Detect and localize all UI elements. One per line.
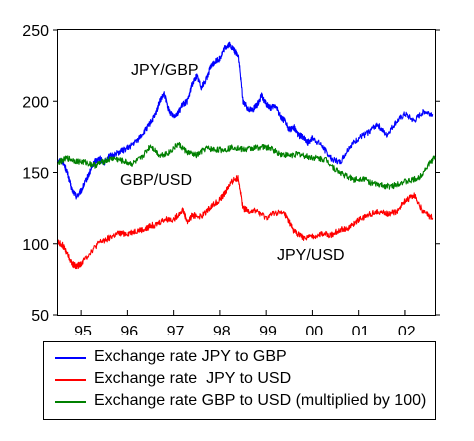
series-label-gbp-usd: GBP/USD [120, 172, 192, 189]
x-axis: 95 96 97 98 99 00 01 02 [74, 310, 416, 335]
legend-label-jpy-usd: Exchange rate JPY to USD [94, 370, 292, 387]
x-tick-label: 00 [305, 324, 323, 335]
x-tick-label: 97 [167, 324, 185, 335]
series-line-gbp-usd [57, 141, 436, 190]
legend-item-jpy-usd: Exchange rate JPY to USD [44, 369, 435, 391]
y-tick-label: 150 [22, 166, 49, 183]
series-line-jpy-gbp [57, 41, 434, 200]
x-tick-label: 02 [398, 324, 416, 335]
series-line-jpy-usd [57, 175, 434, 270]
legend-swatch-jpy-gbp [55, 357, 86, 359]
series-label-jpy-gbp: JPY/GBP [131, 62, 199, 79]
y-tick-label: 50 [31, 308, 49, 325]
y-axis: 50 100 150 200 250 [22, 23, 440, 325]
plot-frame [57, 29, 436, 316]
series-lines [57, 41, 436, 270]
x-tick-label: 96 [120, 324, 138, 335]
x-tick-label: 98 [213, 324, 231, 335]
legend-swatch-gbp-usd [55, 401, 86, 403]
legend-label-gbp-usd: Exchange rate GBP to USD (multiplied by … [94, 392, 427, 409]
y-tick-label: 100 [22, 237, 49, 254]
legend-swatch-jpy-usd [55, 379, 86, 381]
x-tick-label: 99 [259, 324, 277, 335]
y-tick-label: 250 [22, 23, 49, 40]
legend-item-jpy-gbp: Exchange rate JPY to GBP [44, 347, 435, 369]
legend: Exchange rate JPY to GBP Exchange rate J… [43, 341, 436, 420]
series-label-jpy-usd: JPY/USD [277, 247, 345, 264]
x-tick-label: 01 [352, 324, 370, 335]
legend-item-gbp-usd: Exchange rate GBP to USD (multiplied by … [44, 391, 435, 413]
x-tick-label: 95 [74, 324, 92, 335]
y-tick-label: 200 [22, 94, 49, 111]
legend-label-jpy-gbp: Exchange rate JPY to GBP [94, 348, 287, 365]
